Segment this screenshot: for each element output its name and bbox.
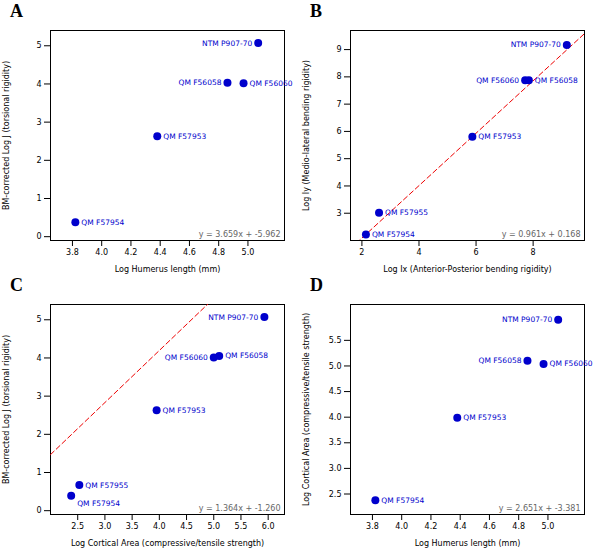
svg-text:BM-corrected Log J (torsional: BM-corrected Log J (torsional rigidity) bbox=[2, 61, 11, 210]
svg-text:4.0: 4.0 bbox=[329, 413, 342, 422]
svg-text:2.5: 2.5 bbox=[71, 522, 84, 531]
svg-text:QM F56060: QM F56060 bbox=[476, 76, 519, 85]
svg-text:4.8: 4.8 bbox=[512, 522, 525, 531]
svg-text:BM-corrected Log J (torsional: BM-corrected Log J (torsional rigidity) bbox=[2, 335, 11, 484]
svg-text:2: 2 bbox=[36, 156, 41, 165]
svg-text:Log Ix (Anterior-Posterior ben: Log Ix (Anterior-Posterior bending rigid… bbox=[383, 265, 551, 274]
svg-text:Log Humerus length (mm): Log Humerus length (mm) bbox=[115, 265, 221, 274]
html-text:A: A bbox=[10, 1, 23, 21]
svg-text:5: 5 bbox=[36, 41, 41, 50]
svg-text:5.0: 5.0 bbox=[329, 362, 342, 371]
svg-text:QM F57954: QM F57954 bbox=[372, 230, 415, 239]
svg-text:5.0: 5.0 bbox=[542, 522, 555, 531]
svg-text:NTM P907-70: NTM P907-70 bbox=[208, 313, 258, 322]
svg-text:QM F57954: QM F57954 bbox=[381, 496, 424, 505]
svg-text:4: 4 bbox=[36, 80, 41, 89]
svg-text:5.5: 5.5 bbox=[235, 522, 248, 531]
svg-text:2: 2 bbox=[359, 248, 364, 257]
svg-text:QM F56060: QM F56060 bbox=[250, 79, 293, 88]
svg-text:0: 0 bbox=[36, 232, 41, 241]
svg-text:6: 6 bbox=[474, 248, 479, 257]
svg-text:4: 4 bbox=[36, 354, 41, 363]
svg-text:4.0: 4.0 bbox=[395, 522, 408, 531]
svg-text:8: 8 bbox=[531, 248, 536, 257]
svg-text:QM F56058: QM F56058 bbox=[179, 78, 222, 87]
svg-text:8: 8 bbox=[336, 72, 341, 81]
svg-text:Log Cortical Area (compressive: Log Cortical Area (compressive/tensile s… bbox=[302, 313, 311, 506]
svg-text:6.0: 6.0 bbox=[262, 522, 275, 531]
svg-text:QM F56058: QM F56058 bbox=[225, 351, 268, 360]
svg-text:0: 0 bbox=[36, 506, 41, 515]
svg-text:y = 1.364x + -1.260: y = 1.364x + -1.260 bbox=[199, 504, 281, 513]
svg-text:Log Cortical Area (compressive: Log Cortical Area (compressive/tensile s… bbox=[71, 539, 264, 548]
svg-text:5: 5 bbox=[336, 154, 341, 163]
svg-text:3.5: 3.5 bbox=[126, 522, 139, 531]
svg-text:5.5: 5.5 bbox=[329, 336, 342, 345]
svg-text:7: 7 bbox=[336, 100, 341, 109]
svg-text:3: 3 bbox=[36, 118, 41, 127]
svg-text:3.5: 3.5 bbox=[329, 438, 342, 447]
svg-text:4.4: 4.4 bbox=[454, 522, 467, 531]
svg-text:4.0: 4.0 bbox=[95, 248, 108, 257]
svg-text:4.2: 4.2 bbox=[125, 248, 138, 257]
svg-text:QM F57954: QM F57954 bbox=[77, 499, 120, 508]
svg-text:2: 2 bbox=[36, 430, 41, 439]
svg-text:QM F57953: QM F57953 bbox=[463, 413, 506, 422]
svg-text:3: 3 bbox=[336, 209, 341, 218]
svg-text:NTM P907-70: NTM P907-70 bbox=[511, 40, 561, 49]
svg-text:3: 3 bbox=[36, 392, 41, 401]
svg-text:4: 4 bbox=[336, 182, 341, 191]
svg-text:QM F56060: QM F56060 bbox=[550, 359, 593, 368]
svg-text:4.4: 4.4 bbox=[154, 248, 167, 257]
svg-text:4.2: 4.2 bbox=[425, 522, 438, 531]
svg-text:QM F57953: QM F57953 bbox=[163, 406, 206, 415]
svg-text:QM F57955: QM F57955 bbox=[85, 481, 128, 490]
svg-text:QM F56058: QM F56058 bbox=[535, 76, 578, 85]
svg-text:Log Humerus length (mm): Log Humerus length (mm) bbox=[415, 539, 521, 548]
svg-text:5.0: 5.0 bbox=[242, 248, 255, 257]
html-text:B: B bbox=[310, 1, 322, 21]
svg-text:1: 1 bbox=[36, 468, 41, 477]
svg-text:9: 9 bbox=[336, 45, 341, 54]
html-text:C: C bbox=[10, 275, 23, 295]
svg-text:NTM P907-70: NTM P907-70 bbox=[502, 315, 552, 324]
svg-text:QM F57953: QM F57953 bbox=[478, 132, 521, 141]
svg-text:Log Iy (Medio-lateral bending: Log Iy (Medio-lateral bending rigidity) bbox=[302, 60, 311, 211]
svg-text:y = 0.961x + 0.168: y = 0.961x + 0.168 bbox=[502, 230, 581, 239]
svg-text:4.5: 4.5 bbox=[180, 522, 193, 531]
svg-text:3.8: 3.8 bbox=[366, 522, 379, 531]
svg-text:QM F57955: QM F57955 bbox=[385, 208, 428, 217]
svg-text:QM F56058: QM F56058 bbox=[479, 356, 522, 365]
svg-text:4: 4 bbox=[416, 248, 421, 257]
svg-text:y = 2.651x + -3.381: y = 2.651x + -3.381 bbox=[499, 504, 581, 513]
svg-text:QM F56060: QM F56060 bbox=[165, 353, 208, 362]
html-text:D: D bbox=[310, 275, 323, 295]
svg-text:4.0: 4.0 bbox=[153, 522, 166, 531]
svg-text:QM F57954: QM F57954 bbox=[81, 218, 124, 227]
svg-text:5: 5 bbox=[36, 315, 41, 324]
svg-text:3.0: 3.0 bbox=[99, 522, 112, 531]
svg-text:5.0: 5.0 bbox=[207, 522, 220, 531]
svg-text:4.5: 4.5 bbox=[329, 387, 342, 396]
svg-text:NTM P907-70: NTM P907-70 bbox=[202, 39, 252, 48]
svg-text:4.8: 4.8 bbox=[212, 248, 225, 257]
svg-text:1: 1 bbox=[36, 194, 41, 203]
svg-text:2.5: 2.5 bbox=[329, 490, 342, 499]
svg-text:4.6: 4.6 bbox=[183, 248, 196, 257]
svg-text:y = 3.659x + -5.962: y = 3.659x + -5.962 bbox=[199, 230, 281, 239]
svg-text:3.0: 3.0 bbox=[329, 464, 342, 473]
svg-text:3.8: 3.8 bbox=[66, 248, 79, 257]
svg-text:QM F57953: QM F57953 bbox=[163, 132, 206, 141]
svg-text:6: 6 bbox=[336, 127, 341, 136]
svg-text:4.6: 4.6 bbox=[483, 522, 496, 531]
